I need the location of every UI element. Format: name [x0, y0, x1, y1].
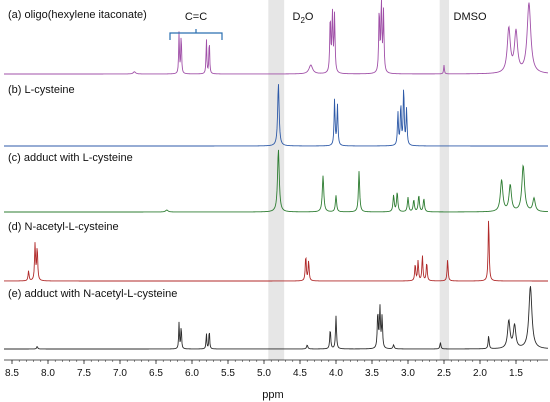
- x-tick-label-9: 4.0: [329, 368, 343, 379]
- x-tick-label-1: 8.0: [41, 368, 55, 379]
- x-tick-label-4: 6.5: [149, 368, 163, 379]
- spectrum-trace-4: [4, 220, 548, 282]
- x-tick-label-10: 3.5: [365, 368, 379, 379]
- d2o-annotation-main: D: [293, 11, 301, 23]
- spectrum-trace-5: [4, 286, 549, 350]
- d2o-annotation: D2O: [293, 11, 314, 25]
- x-tick-label-8: 4.5: [293, 368, 307, 379]
- annotations-layer: C=C D2O DMSO: [169, 11, 487, 40]
- x-tick-label-3: 7.0: [113, 368, 127, 379]
- spectrum-trace-2: [4, 84, 548, 147]
- d2o-annotation-tail: O: [305, 11, 314, 23]
- series-label-4: (d) N-acetyl-L-cysteine: [8, 221, 119, 233]
- x-axis: 8.5 8.0 7.5 7.0 6.5 6.0 5.5 5.0 4.5 4.0 3.5 3.0 2.5 2…: [4, 359, 548, 379]
- x-tick-label-12: 2.5: [437, 368, 451, 379]
- spectrum-trace-1: [4, 0, 549, 75]
- solvent-shading-layer: [268, 0, 450, 360]
- series-label-2: (b) L-cysteine: [8, 84, 75, 96]
- x-tick-label-6: 5.5: [221, 368, 235, 379]
- spectrum-trace-3: [4, 149, 549, 213]
- shaded-region-dmso: [439, 0, 450, 360]
- cc-annotation: C=C: [185, 11, 207, 23]
- series-label-5: (e) adduct with N-acetyl-L-cysteine: [8, 288, 177, 300]
- cc-bracket: [169, 29, 223, 40]
- x-tick-label-11: 3.0: [401, 368, 415, 379]
- x-tick-label-0: 8.5: [5, 368, 19, 379]
- spectrum-labels-layer: (a) oligo(hexylene itaconate) (b) L-cyste…: [8, 9, 177, 300]
- x-axis-title: ppm: [262, 389, 283, 401]
- x-tick-label-2: 7.5: [77, 368, 91, 379]
- dmso-annotation: DMSO: [454, 11, 487, 23]
- x-tick-label-13: 2.0: [473, 368, 487, 379]
- spectrum-traces-layer: [4, 0, 549, 350]
- x-tick-label-14: 1.5: [509, 368, 523, 379]
- x-tick-label-7: 5.0: [257, 368, 271, 379]
- shaded-region-d2o: [268, 0, 285, 360]
- x-tick-label-5: 6.0: [185, 368, 199, 379]
- series-label-3: (c) adduct with L-cysteine: [8, 152, 133, 164]
- d2o-annotation-sub: 2: [300, 16, 305, 25]
- series-label-1: (a) oligo(hexylene itaconate): [8, 9, 147, 21]
